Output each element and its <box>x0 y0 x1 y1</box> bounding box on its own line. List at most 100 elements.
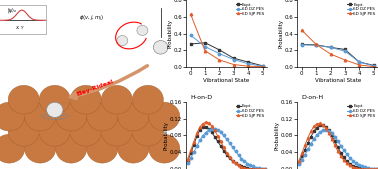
Circle shape <box>46 102 63 117</box>
6D SJP PES <box>372 66 376 68</box>
6D SJP PES <box>224 152 229 154</box>
Line: Expt.: Expt. <box>301 43 375 67</box>
6D DZ PES <box>338 144 343 147</box>
6D DZ PES <box>368 168 373 169</box>
6D SJP PES <box>206 122 211 124</box>
6D DZ PES <box>218 131 223 133</box>
Expt. <box>217 49 222 51</box>
6D DZ PES <box>371 168 376 169</box>
Expt. <box>342 49 347 51</box>
Line: 6D SJP PES: 6D SJP PES <box>187 121 266 169</box>
6D SJP PES <box>347 164 352 166</box>
6D SJP PES <box>344 162 349 164</box>
Circle shape <box>25 102 56 131</box>
6D SJP PES <box>197 126 202 128</box>
6D DZ PES <box>242 160 247 162</box>
6D SJP PES <box>231 64 236 66</box>
Expt. <box>251 168 256 169</box>
6D DZ PES <box>308 143 313 145</box>
6D DZ PES <box>350 160 355 162</box>
FancyArrowPatch shape <box>70 66 147 99</box>
6D SJP PES <box>251 168 256 169</box>
Expt. <box>260 65 265 67</box>
6D SJP PES <box>365 168 370 169</box>
6D DZ PES <box>353 162 358 164</box>
6D SJP PES <box>303 144 307 146</box>
Expt. <box>371 168 376 169</box>
Circle shape <box>118 102 149 131</box>
6D DZ PES <box>311 138 316 140</box>
Expt. <box>328 46 333 48</box>
6D SJP PES <box>342 59 347 61</box>
Line: 6D DZ PES: 6D DZ PES <box>187 128 266 169</box>
Circle shape <box>70 117 101 146</box>
6D DZ PES <box>324 129 328 131</box>
Expt. <box>359 168 364 169</box>
Text: H-on-D: H-on-D <box>191 95 212 100</box>
6D SJP PES <box>308 130 313 132</box>
Expt. <box>356 167 361 169</box>
Circle shape <box>56 134 87 163</box>
6D SJP PES <box>330 138 334 140</box>
6D DZ PES <box>206 129 211 131</box>
X-axis label: Vibrational State: Vibrational State <box>203 78 250 83</box>
6D SJP PES <box>300 152 304 154</box>
Expt. <box>299 43 304 45</box>
6D DZ PES <box>186 162 190 164</box>
6D SJP PES <box>350 166 355 168</box>
Circle shape <box>39 117 70 146</box>
6D SJP PES <box>203 50 207 52</box>
6D DZ PES <box>365 167 370 169</box>
6D DZ PES <box>224 138 229 140</box>
6D SJP PES <box>242 167 247 169</box>
Circle shape <box>8 117 39 146</box>
Circle shape <box>137 25 148 35</box>
Expt. <box>333 140 337 142</box>
6D DZ PES <box>260 168 265 169</box>
Expt. <box>260 168 265 169</box>
6D DZ PES <box>231 58 236 61</box>
6D DZ PES <box>359 165 364 167</box>
6D DZ PES <box>200 135 205 137</box>
6D SJP PES <box>222 146 226 148</box>
Expt. <box>246 61 250 63</box>
Expt. <box>257 168 262 169</box>
Y-axis label: Probability: Probability <box>278 19 283 48</box>
Circle shape <box>0 102 25 131</box>
Legend: Expt., 6D DZ PES, 6D SJP PES: Expt., 6D DZ PES, 6D SJP PES <box>235 104 265 118</box>
6D SJP PES <box>203 121 208 123</box>
Expt. <box>233 162 238 164</box>
Legend: Expt., 6D DZ PES, 6D SJP PES: Expt., 6D DZ PES, 6D SJP PES <box>347 104 376 118</box>
Expt. <box>341 156 346 158</box>
Circle shape <box>87 102 118 131</box>
6D DZ PES <box>245 163 250 165</box>
Circle shape <box>149 134 180 163</box>
6D DZ PES <box>248 164 253 166</box>
6D SJP PES <box>314 43 318 45</box>
Line: 6D DZ PES: 6D DZ PES <box>298 129 378 169</box>
Expt. <box>297 162 301 164</box>
Expt. <box>300 155 304 158</box>
6D DZ PES <box>314 44 318 46</box>
6D SJP PES <box>318 122 322 124</box>
6D SJP PES <box>239 166 244 168</box>
Expt. <box>206 128 211 130</box>
Expt. <box>192 144 196 146</box>
Expt. <box>209 131 214 133</box>
Expt. <box>321 124 325 126</box>
6D SJP PES <box>359 168 364 169</box>
Expt. <box>245 167 250 169</box>
Expt. <box>347 163 352 165</box>
Expt. <box>357 61 362 63</box>
6D SJP PES <box>263 168 268 169</box>
6D SJP PES <box>356 168 361 169</box>
Expt. <box>242 166 247 168</box>
Expt. <box>248 168 253 169</box>
Y-axis label: Probability: Probability <box>164 121 169 150</box>
Expt. <box>327 129 331 131</box>
Expt. <box>318 124 322 126</box>
Line: Expt.: Expt. <box>187 125 266 169</box>
6D DZ PES <box>300 159 304 161</box>
6D DZ PES <box>335 140 340 142</box>
6D DZ PES <box>222 135 226 137</box>
